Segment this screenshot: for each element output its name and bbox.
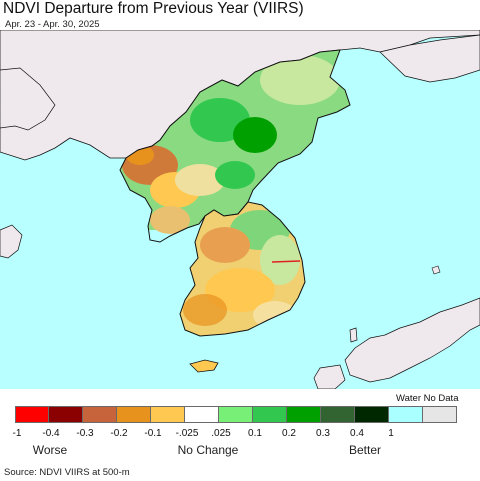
legend-swatch <box>117 406 151 423</box>
russia-land <box>379 34 480 83</box>
legend-swatch <box>15 406 49 423</box>
legend-tick-label: -0.2 <box>110 428 128 439</box>
legend-swatch <box>185 406 219 423</box>
legend-swatch <box>151 406 185 423</box>
legend-tick-label: 1 <box>388 428 394 439</box>
legend-swatch <box>219 406 253 423</box>
legend-swatch <box>253 406 287 423</box>
legend-swatch <box>83 406 117 423</box>
legend-category-label: Worse <box>32 443 68 457</box>
legend-colorbar <box>15 406 457 423</box>
legend-tick-label: 0.4 <box>350 428 364 439</box>
japan-kyushu <box>313 364 346 389</box>
legend-tick-label: .025 <box>211 428 231 439</box>
legend-category-label: Better <box>348 443 382 457</box>
water-no-data-label: Water No Data <box>396 393 459 404</box>
ndvi-map <box>0 30 480 389</box>
legend-swatch <box>355 406 389 423</box>
legend-category-label: No Change <box>177 443 239 457</box>
legend-tick-label: -0.4 <box>42 428 60 439</box>
legend-swatch <box>49 406 83 423</box>
legend-tick-label: 0.1 <box>248 428 262 439</box>
legend-tick-label: -0.1 <box>144 428 162 439</box>
legend-tick-label: 0.2 <box>282 428 296 439</box>
ulleung-island <box>431 265 441 275</box>
legend-swatch <box>423 406 457 423</box>
legend-tick-label: -.025 <box>175 428 199 439</box>
source-note: Source: NDVI VIIRS at 500-m <box>4 467 130 478</box>
tsushima-island <box>349 327 358 343</box>
shandong-coast <box>0 224 23 259</box>
liaodong-peninsula <box>0 67 56 131</box>
legend-swatch <box>389 406 423 423</box>
legend-swatch <box>287 406 321 423</box>
legend-swatch <box>321 406 355 423</box>
jeju-island <box>189 359 219 373</box>
legend-tick-label: 0.3 <box>316 428 330 439</box>
legend-tick-label: -1 <box>12 428 22 439</box>
date-range: Apr. 23 - Apr. 30, 2025 <box>5 19 100 30</box>
map-title: NDVI Departure from Previous Year (VIIRS… <box>3 0 304 17</box>
japan-land <box>344 297 480 383</box>
legend-tick-label: -0.3 <box>76 428 94 439</box>
